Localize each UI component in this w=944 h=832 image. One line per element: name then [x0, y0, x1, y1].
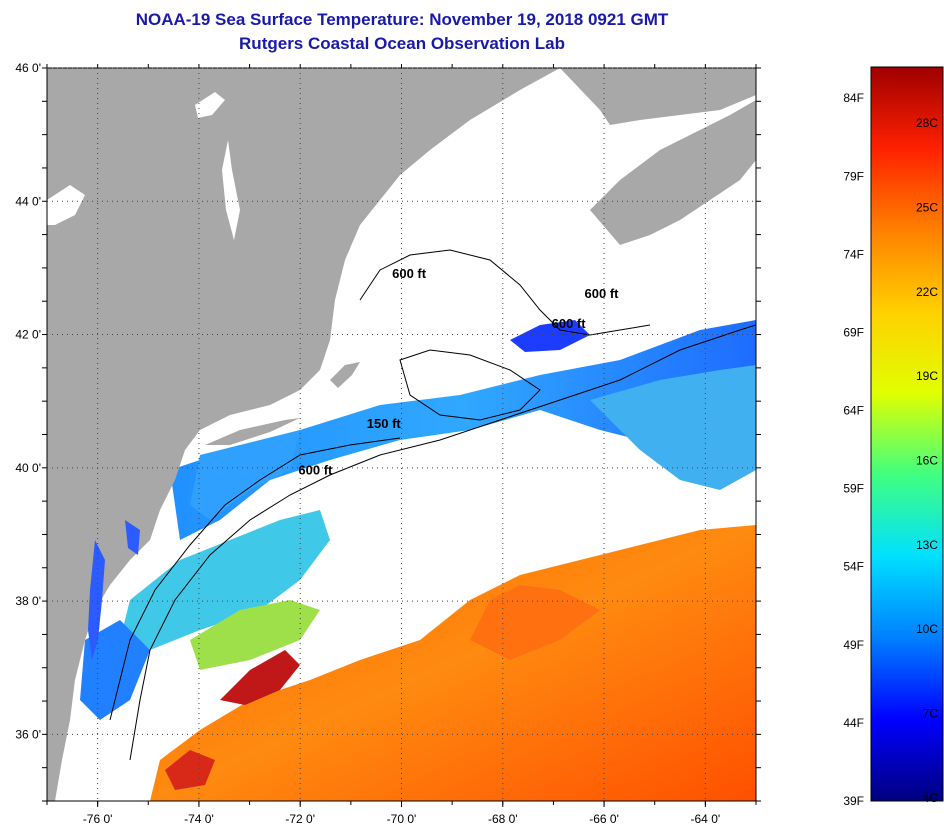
warm-core-dark [220, 650, 300, 705]
lon-tick-label: -70 0' [387, 812, 417, 826]
colorbar-f-label: 54F [843, 560, 864, 574]
depth-contour-150ft [109, 437, 401, 721]
coastal-band-nj [190, 430, 300, 520]
warm-core-south [165, 750, 215, 790]
map-subtitle: Rutgers Coastal Ocean Observation Lab [239, 34, 565, 53]
colorbar-scale [870, 66, 944, 802]
lake-white [195, 92, 225, 118]
colorbar: 84F 79F 74F 69F 64F 59F 54F 49F 44F 39F 28C 25C 22C 1… [843, 66, 944, 808]
shelf-water-green [190, 600, 320, 670]
lon-tick-label: -74 0' [184, 812, 214, 826]
contour-label: 150 ft [367, 416, 402, 431]
lon-tick-label: -76 0' [83, 812, 113, 826]
colorbar-f-label: 69F [843, 325, 864, 339]
land-canada-north [560, 68, 756, 125]
colorbar-c-label: 25C [916, 201, 938, 215]
contour-label: 600 ft [552, 316, 587, 331]
colorbar-c-label: 22C [916, 285, 938, 299]
lat-tick-label: 46 0' [15, 61, 41, 75]
lat-tick-label: 36 0' [15, 727, 41, 741]
graticule [47, 67, 756, 801]
contour-labels: 600 ft 600 ft 600 ft 150 ft 600 ft [298, 266, 619, 478]
lat-tick-label: 38 0' [15, 594, 41, 608]
colorbar-c-label: 19C [916, 369, 938, 383]
shelf-water-cool [120, 510, 330, 650]
delaware-bay [125, 520, 140, 555]
colorbar-c-label: 13C [916, 538, 938, 552]
lat-tick-label: 44 0' [15, 194, 41, 208]
land-long-island [205, 418, 300, 445]
land-nova-scotia [590, 100, 756, 245]
cold-band-east [590, 365, 756, 490]
axis-ticks: -76 0' -74 0' -72 0' -70 0' -68 0' -66 0' -64 … [15, 61, 761, 826]
colorbar-c-label: 16C [916, 454, 938, 468]
contour-label: 600 ft [392, 266, 427, 281]
depth-contour-600ft [129, 324, 756, 761]
colorbar-labels: 84F 79F 74F 69F 64F 59F 54F 49F 44F 39F 28C 25C 22C 1… [843, 91, 938, 808]
cold-slope-band [170, 320, 756, 540]
land-us-east-coast [47, 68, 560, 801]
colorbar-c-label: 10C [916, 622, 938, 636]
colorbar-c-label: 4C [923, 791, 939, 805]
gulf-of-maine-cold [510, 320, 590, 352]
colorbar-c-label: 28C [916, 116, 938, 130]
depth-contour-georges [399, 349, 541, 421]
map-title: NOAA-19 Sea Surface Temperature: Novembe… [135, 10, 669, 29]
lat-tick-label: 40 0' [15, 461, 41, 475]
contour-label: 600 ft [298, 462, 333, 477]
colorbar-f-label: 64F [843, 404, 864, 418]
land-cape-cod [330, 362, 360, 388]
lon-tick-label: -64 0' [691, 812, 721, 826]
contour-label: 600 ft [585, 286, 620, 301]
colorbar-f-label: 39F [843, 794, 864, 808]
colorbar-f-label: 84F [843, 91, 864, 105]
depth-contour-gulf-maine [359, 249, 651, 336]
lon-tick-label: -66 0' [589, 812, 619, 826]
lon-tick-label: -68 0' [488, 812, 518, 826]
colorbar-f-label: 74F [843, 247, 864, 261]
chesapeake-bay [88, 540, 105, 660]
colorbar-f-label: 49F [843, 638, 864, 652]
lat-tick-label: 42 0' [15, 328, 41, 342]
colorbar-c-label: 7C [923, 707, 939, 721]
colorbar-f-label: 79F [843, 169, 864, 183]
coastal-water-blue [80, 620, 150, 720]
colorbar-f-label: 44F [843, 716, 864, 730]
lake-ontario [47, 185, 85, 225]
lon-tick-label: -72 0' [285, 812, 315, 826]
lake-champlain [222, 140, 240, 240]
colorbar-f-label: 59F [843, 482, 864, 496]
